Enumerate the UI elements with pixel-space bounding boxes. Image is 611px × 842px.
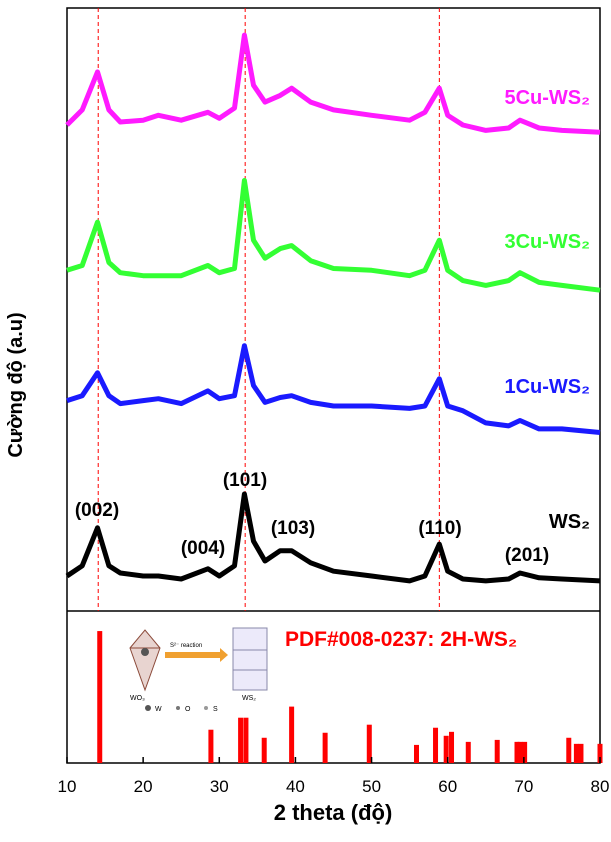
crystal-inset: S²⁻ reaction WO₃ WS₂ W O S	[129, 627, 268, 713]
x-tick-label: 40	[286, 777, 305, 796]
reference-bar	[443, 735, 449, 763]
peak-label: (002)	[75, 500, 119, 521]
x-tick-label: 30	[210, 777, 229, 796]
inset-label: W	[155, 706, 162, 713]
reference-bar	[597, 743, 603, 763]
reaction-arrow	[165, 652, 220, 658]
inset-label: WS₂	[242, 695, 256, 702]
reference-bar	[289, 706, 295, 763]
reaction-arrow-head	[220, 648, 228, 662]
reference-bar	[449, 731, 455, 763]
pattern-line	[65, 491, 601, 584]
reference-bar	[243, 717, 249, 763]
x-tick-label: 50	[362, 777, 381, 796]
x-tick-label: 70	[514, 777, 533, 796]
legend-atom	[145, 705, 151, 711]
peak-label: (004)	[181, 538, 225, 559]
peak-label: (201)	[505, 545, 549, 566]
reference-bar	[514, 741, 520, 763]
reference-bar	[366, 724, 372, 763]
reference-bar	[578, 743, 584, 763]
x-tick-label: 10	[58, 777, 77, 796]
legend-atom	[204, 706, 208, 710]
reference-bar	[208, 729, 214, 763]
peak-label: (103)	[271, 518, 315, 539]
series-label: 3Cu-WS₂	[504, 231, 590, 253]
inset-label: S	[213, 706, 218, 713]
reference-bar	[465, 741, 471, 763]
inset-label: S²⁻ reaction	[170, 643, 202, 649]
plot-frame	[66, 7, 601, 764]
series-label: 1Cu-WS₂	[504, 376, 590, 398]
y-axis-label: Cường độ (a.u)	[5, 312, 27, 457]
reference-bar	[494, 739, 500, 763]
peak-label: (110)	[418, 518, 461, 539]
reference-bar	[573, 743, 579, 763]
x-tick-label: 20	[134, 777, 153, 796]
reference-bar	[566, 737, 572, 763]
reference-bar	[413, 744, 419, 763]
reference-bar	[433, 727, 439, 763]
reference-title: PDF#008-0237: 2H-WS₂	[285, 628, 517, 651]
inset-label: WO₃	[130, 695, 145, 702]
reference-bar	[322, 732, 328, 763]
pattern-line	[66, 343, 601, 435]
inset-label: O	[185, 706, 191, 713]
legend-atom	[176, 706, 180, 710]
atom-icon	[141, 648, 149, 656]
reference-bar	[522, 741, 528, 763]
x-tick-label: 80	[591, 777, 610, 796]
octahedron	[129, 629, 161, 692]
pattern-line	[65, 32, 601, 135]
reference-bar	[261, 737, 267, 763]
series-label: 5Cu-WS₂	[504, 87, 590, 109]
peak-label: (101)	[223, 470, 267, 491]
series-label: WS₂	[549, 511, 590, 533]
reference-bar	[97, 631, 103, 763]
reference-bar	[238, 717, 244, 763]
reference-bar	[517, 741, 523, 763]
x-axis-label: 2 theta (độ)	[274, 800, 393, 825]
hexagonal-cell	[232, 627, 268, 691]
pattern-line	[66, 178, 601, 293]
x-tick-label: 60	[438, 777, 457, 796]
